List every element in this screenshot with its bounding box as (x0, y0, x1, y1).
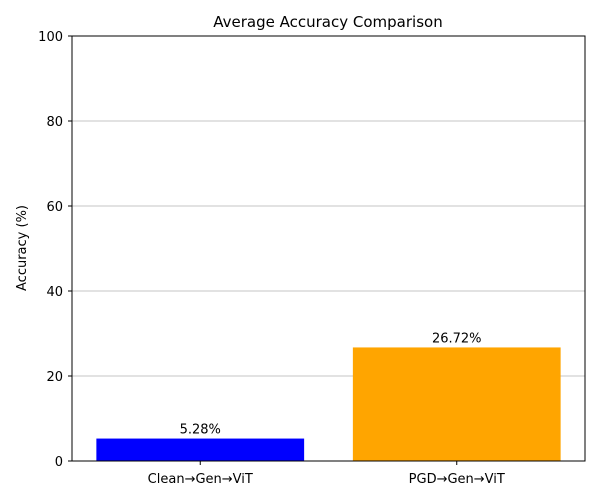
bars (96, 347, 561, 461)
y-axis-label: Accuracy (%) (15, 205, 30, 291)
y-tick-label: 40 (46, 285, 63, 300)
x-tick-label: Clean→Gen→ViT (148, 472, 253, 487)
bar-value-label: 5.28% (180, 423, 221, 438)
plot-area-frame (71, 35, 586, 462)
bar (352, 347, 561, 461)
chart-title: Average Accuracy Comparison (213, 13, 442, 31)
y-tick-label: 20 (46, 370, 63, 385)
x-tick-label: PGD→Gen→ViT (409, 472, 505, 487)
y-tick-label: 100 (38, 30, 63, 45)
grid-lines (72, 120, 585, 377)
data-labels: 5.28% 26.72% (180, 331, 482, 437)
y-tick-label: 60 (46, 200, 63, 215)
bar (96, 438, 305, 461)
bar-value-label: 26.72% (432, 331, 482, 346)
y-tick-label: 80 (46, 115, 63, 130)
ticks: 0 20 40 60 80 100 Clean→Gen→ViT PGD→Gen→ViT (38, 30, 505, 487)
y-tick-label: 0 (55, 455, 63, 470)
